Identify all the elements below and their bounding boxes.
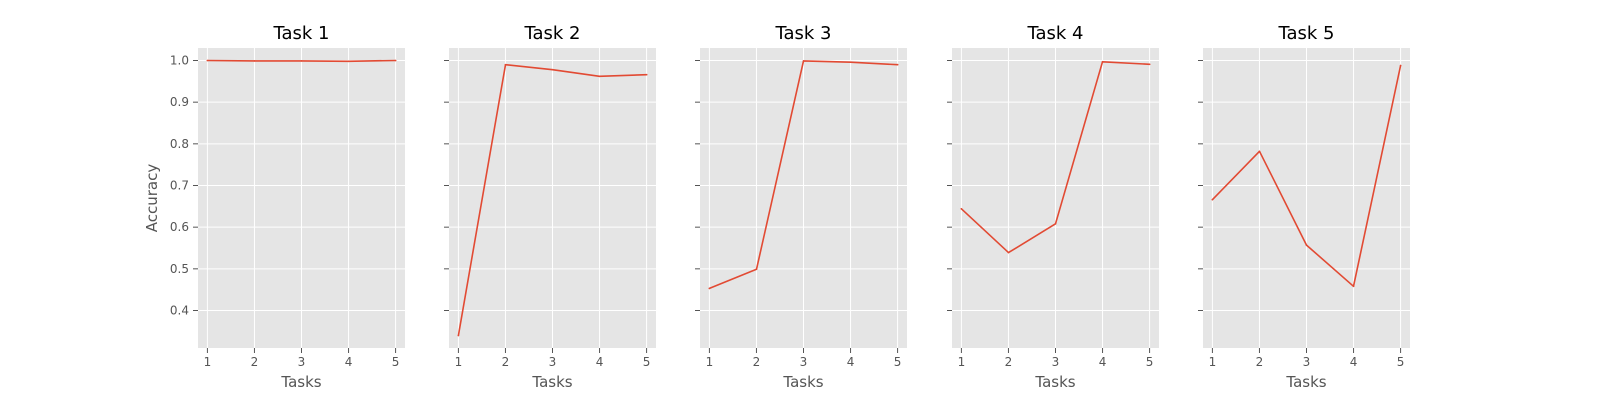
data-point (849, 61, 852, 63)
x-tick-label: 4 (1099, 355, 1107, 369)
x-tick-label: 4 (345, 355, 353, 369)
data-point (504, 63, 507, 66)
data-point (457, 334, 460, 337)
data-point (1007, 251, 1010, 254)
y-tick-label: 0.4 (170, 304, 189, 318)
x-tick-label: 3 (298, 355, 306, 369)
data-point (1101, 60, 1104, 63)
data-point (1258, 150, 1261, 153)
chart-panels: 0.4 0.5 0.6 0.7 0.8 0.9 1.0 1 2 3 4 5 Task 1 Tasks Acc… (143, 23, 1410, 391)
data-point (206, 59, 209, 62)
x-tick-label: 1 (204, 355, 212, 369)
x-tick-label: 5 (392, 355, 400, 369)
x-axis-label: Tasks (1034, 373, 1075, 391)
panel-title: Task 5 (1277, 23, 1334, 44)
data-point (960, 208, 963, 210)
data-point (645, 73, 648, 76)
chart-panel-5: 1 2 3 4 5 Task 5 Tasks (1198, 23, 1410, 391)
panel-title: Task 4 (1026, 23, 1083, 44)
y-tick-label: 0.8 (170, 137, 189, 151)
x-axis-label: Tasks (782, 373, 823, 391)
y-tick-label: 0.5 (170, 262, 189, 276)
panel-title: Task 3 (774, 23, 831, 44)
data-point (394, 59, 397, 62)
x-tick-label: 4 (596, 355, 604, 369)
x-tick-label: 2 (1005, 355, 1013, 369)
chart-panel-3: 1 2 3 4 5 Task 3 Tasks (695, 23, 907, 391)
x-tick-label: 2 (502, 355, 510, 369)
x-tick-label: 3 (549, 355, 557, 369)
x-tick-label: 5 (643, 355, 651, 369)
panel-title: Task 1 (272, 23, 329, 44)
data-point (551, 68, 554, 71)
data-point (1148, 63, 1151, 66)
x-tick-label: 2 (1256, 355, 1264, 369)
y-tick-label: 0.7 (170, 179, 189, 193)
data-point (1352, 285, 1355, 288)
y-tick-label: 0.6 (170, 220, 189, 234)
data-point (598, 75, 601, 78)
data-point (1054, 223, 1057, 225)
x-tick-label: 1 (1209, 355, 1217, 369)
x-tick-label: 3 (800, 355, 808, 369)
x-tick-label: 2 (753, 355, 761, 369)
x-tick-label: 3 (1052, 355, 1060, 369)
x-axis-label: Tasks (531, 373, 572, 391)
data-point (300, 60, 303, 62)
x-tick-label: 3 (1303, 355, 1311, 369)
x-tick-label: 5 (1146, 355, 1154, 369)
panel-title: Task 2 (523, 23, 580, 44)
y-tick-label: 0.9 (170, 95, 189, 109)
x-tick-label: 1 (706, 355, 714, 369)
y-tick-label: 1.0 (170, 54, 189, 68)
x-tick-label: 1 (958, 355, 966, 369)
data-point (253, 60, 256, 62)
data-point (896, 63, 899, 66)
chart-panel-2: 1 2 3 4 5 Task 2 Tasks (444, 23, 656, 391)
data-point (1399, 64, 1402, 67)
x-tick-label: 5 (1397, 355, 1405, 369)
data-point (802, 60, 805, 62)
x-tick-label: 1 (455, 355, 463, 369)
data-point (1305, 244, 1308, 246)
data-point (1211, 198, 1214, 201)
data-point (755, 268, 758, 271)
x-tick-label: 5 (894, 355, 902, 369)
chart-panel-1: 0.4 0.5 0.6 0.7 0.8 0.9 1.0 1 2 3 4 5 Task 1 Tasks Acc… (143, 23, 405, 391)
x-tick-label: 4 (1350, 355, 1358, 369)
x-axis-label: Tasks (1285, 373, 1326, 391)
chart-panel-4: 1 2 3 4 5 Task 4 Tasks (947, 23, 1159, 391)
data-point (347, 60, 350, 63)
data-point (708, 287, 711, 290)
x-tick-label: 4 (847, 355, 855, 369)
x-tick-label: 2 (251, 355, 259, 369)
x-axis-label: Tasks (280, 373, 321, 391)
y-axis-label: Accuracy (143, 164, 161, 233)
